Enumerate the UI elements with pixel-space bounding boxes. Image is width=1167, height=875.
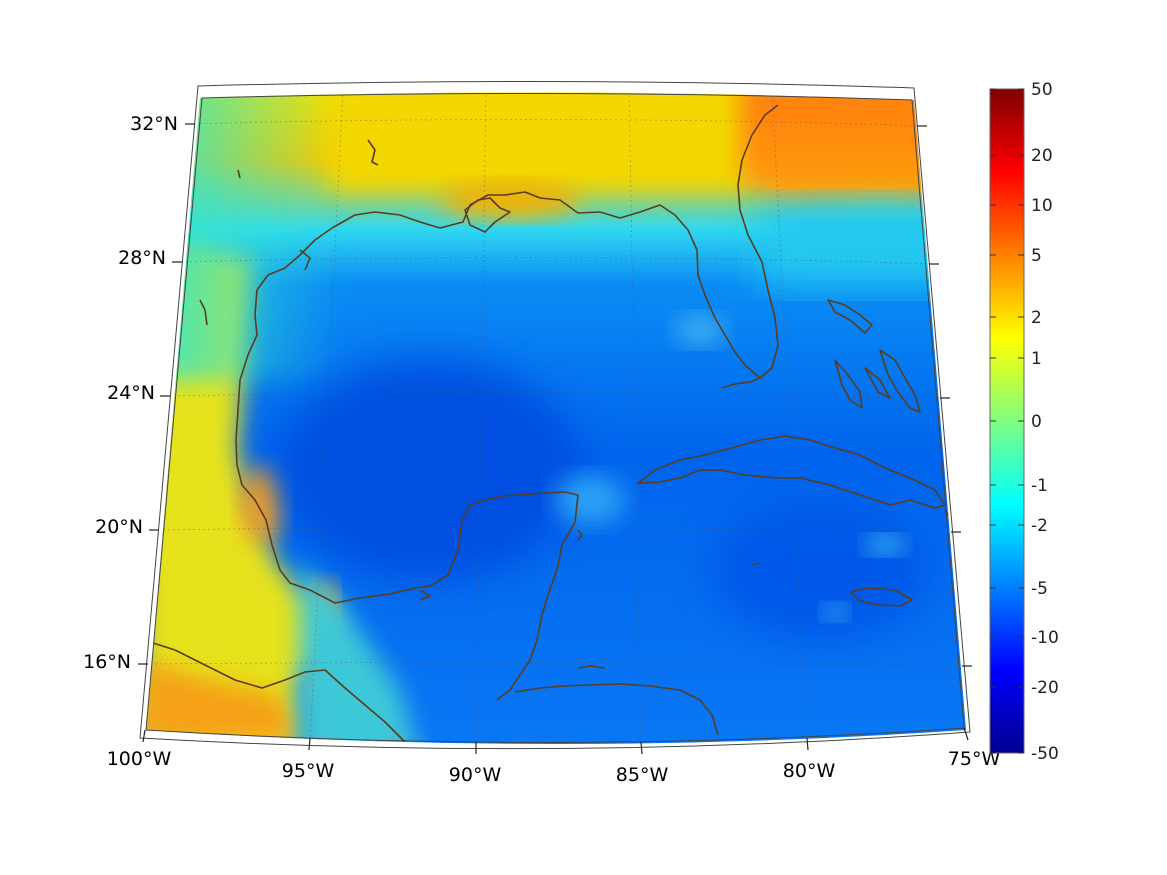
colorbar-tick-label: 2 xyxy=(1031,308,1042,328)
coastline-florida-keys xyxy=(721,376,763,389)
graticule-parallel-32 xyxy=(189,119,926,127)
colorbar-tick-label: -5 xyxy=(1031,579,1048,599)
coastline-honduras xyxy=(514,683,719,736)
lat-labels: 32°N 28°N 24°N 20°N 16°N xyxy=(83,113,178,673)
colorbar-tick-label: 50 xyxy=(1031,80,1053,100)
field-light-spot-1 xyxy=(555,475,625,525)
map-frame xyxy=(139,80,971,750)
colorbar-tick-label: 0 xyxy=(1031,412,1042,432)
lat-label-24n: 24°N xyxy=(107,382,155,404)
coastline-pacific-mexico xyxy=(149,641,406,743)
graticule xyxy=(149,92,966,744)
tick-lon-100 xyxy=(142,729,146,743)
field-isthmus xyxy=(300,560,420,744)
field-la-orange xyxy=(440,182,580,218)
coastline-campeche xyxy=(419,589,431,601)
coastline-bahamas-3 xyxy=(879,349,921,413)
tick-lon-85 xyxy=(640,741,643,755)
lat-label-28n: 28°N xyxy=(118,247,166,269)
coastline-bay-1 xyxy=(367,139,379,166)
map-frame-outer xyxy=(139,80,971,750)
graticule-parallel-20 xyxy=(157,527,959,533)
map-area xyxy=(146,92,966,744)
field-light-spot-3 xyxy=(823,604,847,620)
coastline-bahamas-1 xyxy=(827,299,873,334)
graticule-parallel-24 xyxy=(167,392,949,399)
coastline-bay-2 xyxy=(299,249,311,271)
colorbar-tick-label: 10 xyxy=(1031,196,1053,216)
coastline-belize-reef xyxy=(577,665,606,669)
colorbar-tick-label: 1 xyxy=(1031,349,1042,369)
field-atlantic-cyan xyxy=(760,205,966,285)
coastline-bahamas-4 xyxy=(864,367,891,399)
field-caribbean-dark xyxy=(710,500,930,640)
coastline-cayman xyxy=(752,562,761,566)
lon-label-85w: 85°W xyxy=(616,764,669,786)
coastline-bay-3 xyxy=(237,169,241,179)
colorbar-ticks xyxy=(990,88,1024,754)
graticule-meridian-90 xyxy=(475,92,487,744)
colorbar-tick-label: -20 xyxy=(1031,678,1059,698)
colorbar-tick-label: -2 xyxy=(1031,516,1048,536)
lon-labels: 100°W 95°W 90°W 85°W 80°W 75°W xyxy=(107,748,1001,786)
colorbar-tick-label: 5 xyxy=(1031,246,1042,266)
coastline-bay-4 xyxy=(199,299,208,326)
lat-label-16n: 16°N xyxy=(83,651,131,673)
coastline-cuba xyxy=(637,435,946,509)
lon-label-75w: 75°W xyxy=(948,748,1001,770)
field-light-spot-4 xyxy=(675,315,725,345)
coastlines xyxy=(149,104,961,743)
graticule-meridian-85 xyxy=(628,92,642,744)
lon-label-95w: 95°W xyxy=(282,760,335,782)
colorbar-tick-label: 20 xyxy=(1031,146,1053,166)
lat-label-20n: 20°N xyxy=(95,516,143,538)
coastline-jamaica xyxy=(850,587,913,607)
field-light-spot-2 xyxy=(865,536,905,554)
colorbar-tick-label: -50 xyxy=(1031,744,1059,764)
field-mexico-orange xyxy=(146,660,300,744)
field-us-north xyxy=(330,92,750,190)
lon-label-80w: 80°W xyxy=(783,760,836,782)
field-gulf-dark xyxy=(280,360,580,580)
lat-label-32n: 32°N xyxy=(130,113,178,135)
map-ticks xyxy=(138,123,972,755)
lon-label-100w: 100°W xyxy=(107,748,172,770)
tick-lon-95 xyxy=(308,737,311,751)
colorbar-tick-label: -10 xyxy=(1031,628,1059,648)
lon-label-90w: 90°W xyxy=(449,764,502,786)
coastline-gulf-us-mexico xyxy=(235,191,579,701)
tick-lon-75 xyxy=(963,727,969,741)
field-orange-spot-1 xyxy=(240,467,284,543)
map-frame-inner xyxy=(145,92,965,744)
tick-lon-80 xyxy=(806,737,809,751)
coastline-cozumel xyxy=(577,529,583,541)
colorbar-tick-label: -1 xyxy=(1031,476,1048,496)
graticule-meridian-95 xyxy=(309,92,344,744)
coastline-bahamas-2 xyxy=(834,359,863,409)
coastline-florida xyxy=(577,104,779,379)
coastline-mississippi-delta xyxy=(464,197,511,233)
